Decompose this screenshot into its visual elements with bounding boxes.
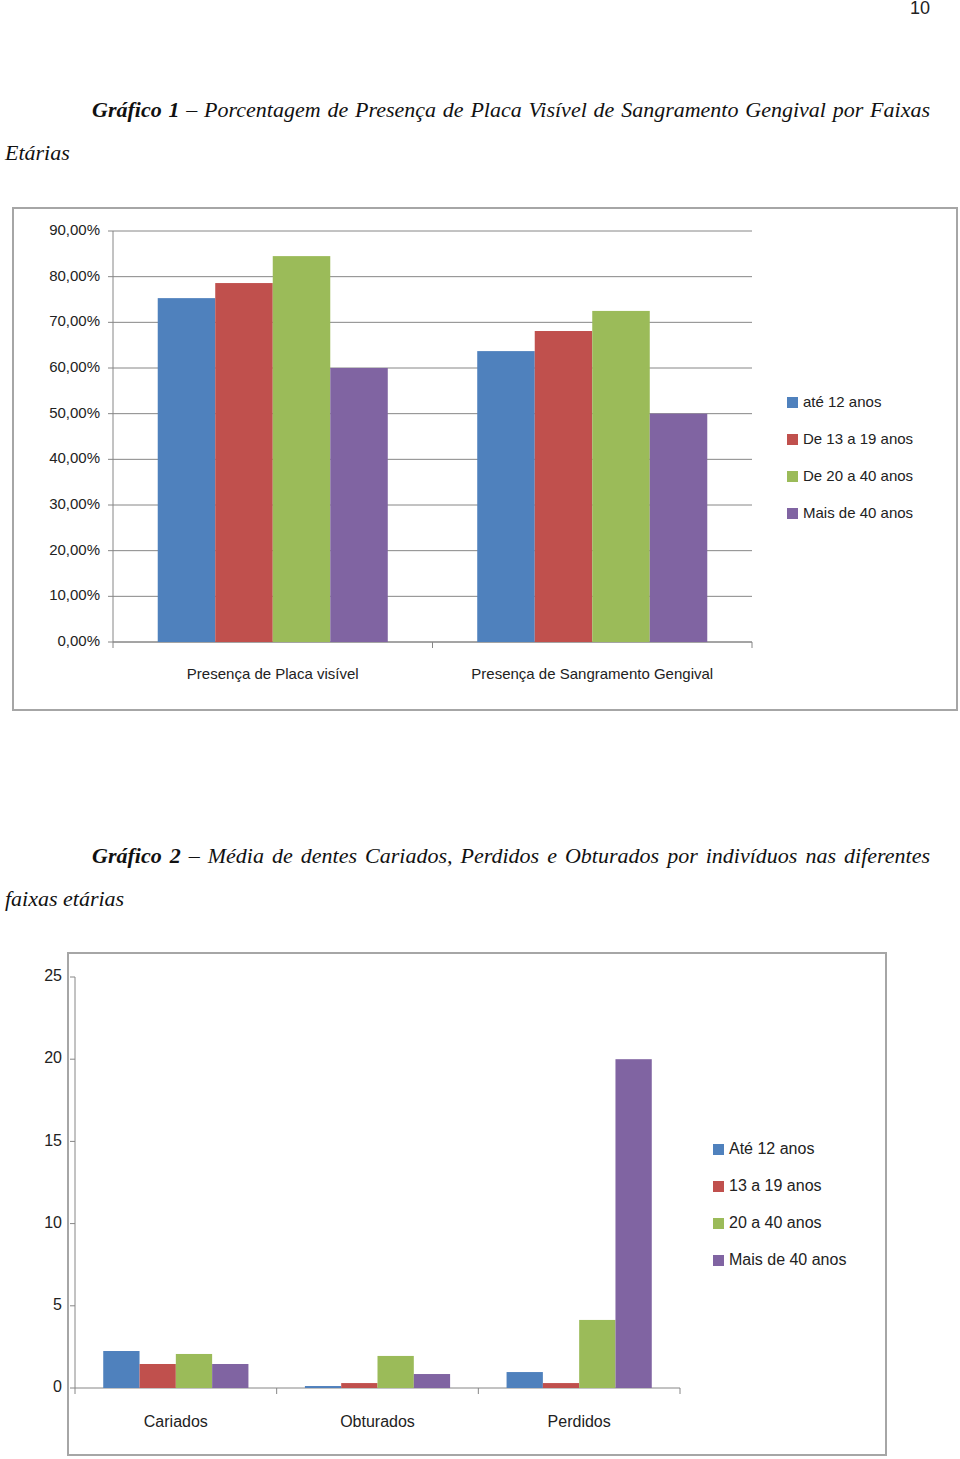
y-axis: [75, 977, 76, 1388]
chart-caption: Gráfico 2 – Média de dentes Cariados, Pe…: [5, 834, 930, 920]
y-tick-label: 50,00%: [49, 404, 100, 421]
y-tick-label: 30,00%: [49, 495, 100, 512]
bar: [330, 368, 388, 642]
legend-label: De 13 a 19 anos: [803, 430, 913, 447]
legend-swatch: [713, 1181, 724, 1192]
x-tick: [432, 642, 433, 648]
charts: 0,00% 10,00% 20,00% 30,00% 40,00% 50,00% 60,00…: [0, 0, 960, 1459]
bar: [543, 1383, 579, 1388]
y-tick: [108, 596, 113, 597]
bar: [140, 1364, 176, 1388]
y-tick: [70, 1059, 75, 1060]
bar: [579, 1320, 615, 1388]
legend-swatch: [787, 434, 798, 445]
bar: [212, 1364, 248, 1388]
y-tick-label: 60,00%: [49, 358, 100, 375]
y-tick: [70, 1388, 75, 1389]
legend-label: 13 a 19 anos: [729, 1177, 822, 1194]
x-tick: [752, 642, 753, 648]
y-tick-label: 10,00%: [49, 586, 100, 603]
chart: 0 5 10 15 20 25 Cariados Obturados Perdidos Até 1…: [44, 953, 886, 1455]
x-tick-label: Presença de Sangramento Gengival: [471, 665, 713, 682]
bars: [158, 256, 708, 642]
y-tick: [70, 977, 75, 978]
legend-swatch: [713, 1255, 724, 1266]
y-axis: [113, 231, 114, 642]
chart-caption: Gráfico 1 – Porcentagem de Presença de P…: [5, 88, 930, 174]
y-tick-label: 20: [44, 1049, 62, 1066]
legend-swatch: [713, 1144, 724, 1155]
x-tick: [75, 1388, 76, 1394]
legend-swatch: [787, 397, 798, 408]
page-number: 10: [910, 0, 930, 19]
bar: [158, 298, 216, 642]
y-tick: [108, 368, 113, 369]
y-tick: [108, 322, 113, 323]
y-tick-label: 0,00%: [57, 632, 100, 649]
legend-label: De 20 a 40 anos: [803, 467, 913, 484]
bar: [592, 311, 650, 642]
y-tick-label: 15: [44, 1132, 62, 1149]
y-tick: [108, 505, 113, 506]
chart: 0,00% 10,00% 20,00% 30,00% 40,00% 50,00% 60,00…: [13, 208, 957, 710]
chart-frame: [68, 953, 886, 1455]
legend-label: Mais de 40 anos: [803, 504, 913, 521]
y-tick-label: 20,00%: [49, 541, 100, 558]
y-tick-label: 10: [44, 1214, 62, 1231]
bar: [507, 1372, 543, 1388]
bar: [273, 256, 331, 642]
y-tick-label: 90,00%: [49, 221, 100, 238]
y-tick: [70, 1223, 75, 1224]
y-tick: [108, 459, 113, 460]
bar: [650, 414, 708, 642]
y-tick-label: 80,00%: [49, 267, 100, 284]
y-tick-label: 25: [44, 967, 62, 984]
bars: [103, 1059, 652, 1388]
bar: [103, 1351, 139, 1388]
y-tick: [70, 1305, 75, 1306]
x-tick-label: Cariados: [144, 1413, 208, 1430]
bar: [341, 1383, 377, 1388]
legend-swatch: [787, 508, 798, 519]
x-tick-label: Perdidos: [548, 1413, 611, 1430]
y-tick: [108, 413, 113, 414]
y-tick-label: 0: [53, 1378, 62, 1395]
x-tick-label: Obturados: [340, 1413, 415, 1430]
legend-label: 20 a 40 anos: [729, 1214, 822, 1231]
y-tick-label: 5: [53, 1296, 62, 1313]
bar: [414, 1374, 450, 1388]
y-tick: [108, 276, 113, 277]
bar: [176, 1354, 212, 1388]
y-tick: [108, 642, 113, 643]
y-tick: [108, 231, 113, 232]
x-tick: [113, 642, 114, 648]
bar: [215, 283, 273, 642]
grid-line: [113, 276, 752, 277]
chart-frame: [13, 208, 957, 710]
bar: [535, 331, 593, 642]
legend-label: até 12 anos: [803, 393, 881, 410]
bar: [305, 1386, 341, 1388]
y-tick: [70, 1141, 75, 1142]
y-tick: [108, 550, 113, 551]
y-tick-label: 70,00%: [49, 312, 100, 329]
legend-label: Até 12 anos: [729, 1140, 814, 1157]
x-tick: [680, 1388, 681, 1394]
legend-swatch: [713, 1218, 724, 1229]
x-tick: [478, 1388, 479, 1394]
legend-swatch: [787, 471, 798, 482]
legend-label: Mais de 40 anos: [729, 1251, 846, 1268]
grid-line: [113, 231, 752, 232]
y-tick-label: 40,00%: [49, 449, 100, 466]
x-tick-label: Presença de Placa visível: [187, 665, 359, 682]
x-tick: [276, 1388, 277, 1394]
bar: [615, 1059, 651, 1388]
bar: [477, 351, 535, 642]
bar: [378, 1356, 414, 1388]
